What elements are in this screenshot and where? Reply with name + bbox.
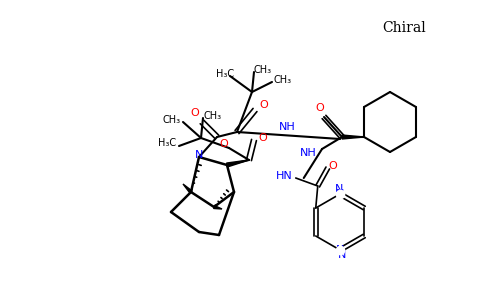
Text: O: O [191,108,199,118]
Text: O: O [258,133,267,143]
Text: O: O [328,161,337,171]
Text: O: O [259,100,268,110]
Text: HN: HN [275,171,292,181]
Text: N: N [335,184,343,194]
Text: O: O [316,103,324,113]
Polygon shape [342,135,364,139]
Text: NH: NH [300,148,317,158]
Text: CH₃: CH₃ [163,115,181,125]
Text: N: N [336,245,344,255]
Text: NH: NH [279,122,295,132]
Text: H₃C: H₃C [158,138,176,148]
Text: O: O [220,139,228,149]
Text: CH₃: CH₃ [254,65,272,75]
Text: N: N [195,150,203,160]
Text: Chiral: Chiral [382,21,426,35]
Polygon shape [213,206,222,209]
Polygon shape [183,184,192,193]
Text: N: N [338,250,346,260]
Text: N: N [336,189,344,199]
Text: H₃C: H₃C [216,69,234,79]
Text: CH₃: CH₃ [203,111,221,121]
Text: CH₃: CH₃ [274,75,292,85]
Polygon shape [227,160,249,167]
